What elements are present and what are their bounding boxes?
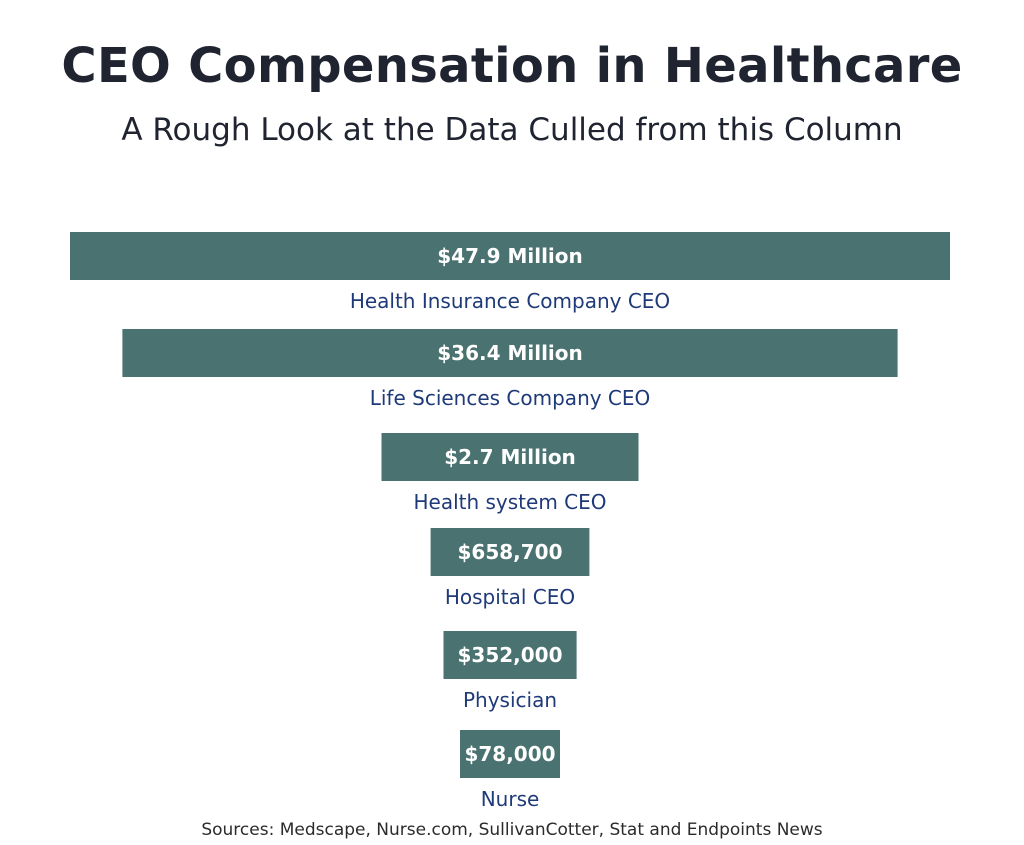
bar-value-label-2: $36.4 Million <box>437 341 583 365</box>
category-label-5: Physician <box>463 688 557 712</box>
bar-value-label-1: $47.9 Million <box>437 244 583 268</box>
bar-1 <box>70 232 950 280</box>
bar-5 <box>443 631 577 679</box>
bar-value-label-5: $352,000 <box>457 643 562 667</box>
bar-4 <box>430 528 590 576</box>
bar-value-label-6: $78,000 <box>464 742 555 766</box>
bar-3 <box>381 433 639 481</box>
category-label-1: Health Insurance Company CEO <box>350 289 670 313</box>
category-label-3: Health system CEO <box>413 490 606 514</box>
bar-6 <box>460 730 560 778</box>
chart-subtitle: A Rough Look at the Data Culled from thi… <box>121 112 903 148</box>
category-label-6: Nurse <box>481 787 540 811</box>
sources-note: Sources: Medscape, Nurse.com, SullivanCo… <box>201 820 823 840</box>
bar-2 <box>122 329 898 377</box>
category-label-4: Hospital CEO <box>445 585 575 609</box>
bar-value-label-3: $2.7 Million <box>444 445 576 469</box>
bar-value-label-4: $658,700 <box>457 540 562 564</box>
chart-title: CEO Compensation in Healthcare <box>61 38 963 94</box>
category-label-2: Life Sciences Company CEO <box>370 386 651 410</box>
